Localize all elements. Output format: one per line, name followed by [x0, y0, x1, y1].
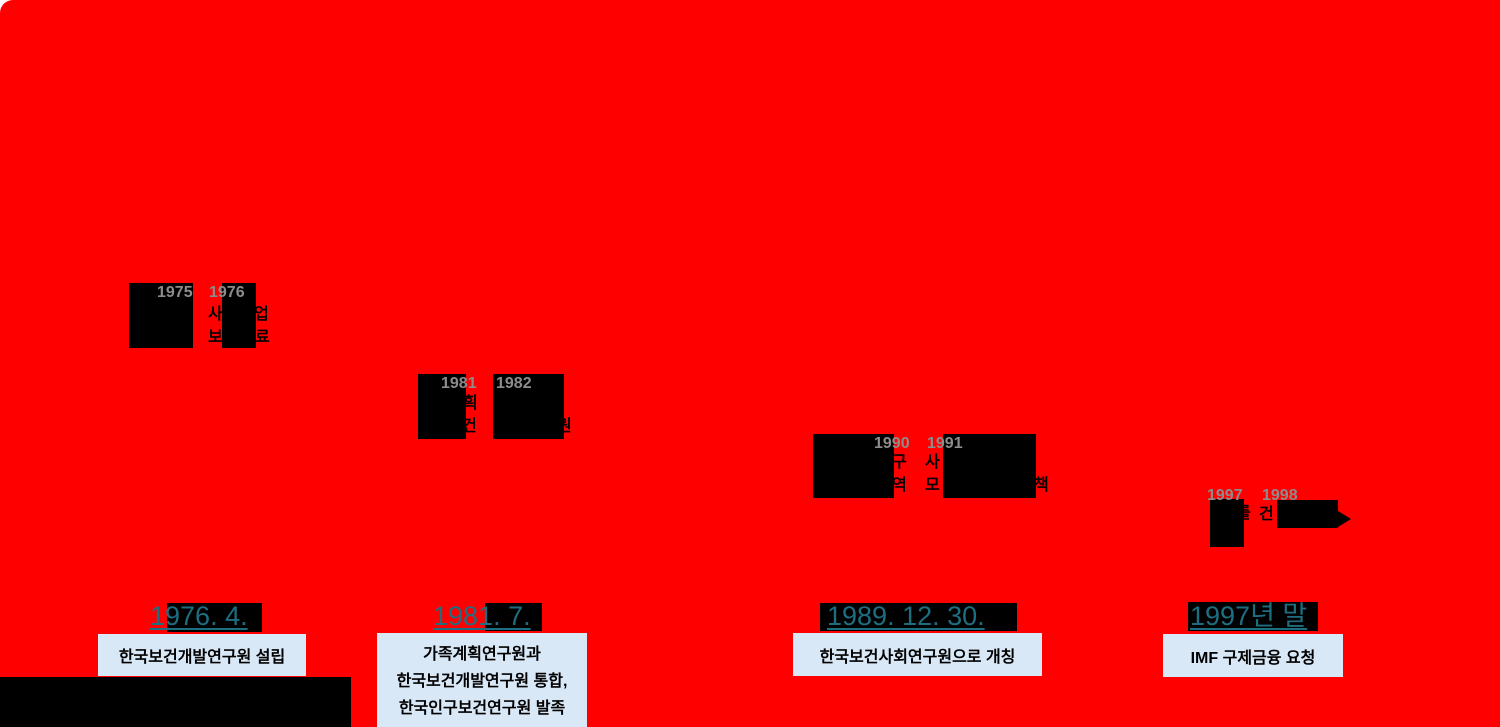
milestone-label-line: 한국인구보건연구원 발족: [398, 700, 566, 717]
redaction-box-1991: [943, 434, 1036, 498]
milestone-label-line: 한국보건개발연구원 통합,: [396, 673, 568, 690]
date-redaction-backdrop: [167, 603, 262, 632]
milestone-label-1976: 한국보건개발연구원 설립: [98, 634, 306, 676]
year-label-1975: 1975: [157, 284, 193, 301]
caption-fragment: 획: [463, 395, 478, 412]
year-label-1991: 1991: [927, 435, 963, 452]
slide-rounded-corner: [0, 0, 13, 13]
milestone-label-1989: 한국보건사회연구원으로 개칭: [793, 633, 1042, 676]
date-redaction-backdrop: [485, 603, 542, 631]
arrow-right-icon: [1338, 511, 1351, 527]
caption-fragment: 건: [1259, 506, 1274, 523]
redaction-box-1982: [493, 374, 564, 439]
date-redaction-backdrop: [820, 603, 1017, 631]
redaction-box-1981: [418, 374, 466, 439]
year-label-1982: 1982: [496, 375, 532, 392]
caption-fragment: 사: [208, 306, 223, 323]
redaction-box-1997: [1210, 499, 1244, 547]
milestone-label-text: 한국보건개발연구원 설립: [118, 649, 286, 666]
year-label-1997: 1997: [1207, 487, 1243, 504]
milestone-label-text: IMF 구제금융 요청: [1190, 649, 1316, 667]
caption-fragment: 구: [892, 454, 907, 471]
caption-fragment: 업: [254, 306, 269, 323]
year-label-1981: 1981: [441, 375, 477, 392]
caption-fragment: 보: [208, 329, 223, 346]
milestone-date-1989: 1989. 12. 30.: [827, 601, 985, 631]
year-label-1990: 1990: [874, 435, 910, 452]
milestone-label-1981: 가족계획연구원과 한국보건개발연구원 통합, 한국인구보건연구원 발족: [377, 633, 587, 727]
redaction-box-1976: [222, 283, 256, 348]
milestone-date-1997: 1997년 말: [1190, 601, 1308, 631]
date-redaction-backdrop: [1188, 602, 1318, 631]
redaction-box-1998: [1277, 500, 1338, 528]
redaction-box-1975: [129, 283, 193, 348]
redaction-strip-bottom-left: [0, 677, 351, 727]
caption-fragment: 사: [925, 454, 940, 471]
milestone-date-1981: 1981. 7.: [433, 601, 531, 631]
year-label-1976: 1976: [209, 284, 245, 301]
milestone-label-line: 가족계획연구원과: [423, 646, 541, 663]
caption-fragment: 료: [255, 329, 270, 346]
milestone-label-text: 한국보건사회연구원으로 개칭: [819, 648, 1016, 666]
caption-fragment: 역: [892, 477, 907, 494]
caption-fragment: 책: [1034, 477, 1049, 494]
milestone-date-1976: 1976. 4.: [150, 601, 248, 631]
milestone-label-1997: IMF 구제금융 요청: [1163, 634, 1343, 677]
year-label-1998: 1998: [1262, 487, 1298, 504]
redaction-box-1990: [813, 434, 894, 498]
caption-fragment: 모: [925, 477, 940, 494]
